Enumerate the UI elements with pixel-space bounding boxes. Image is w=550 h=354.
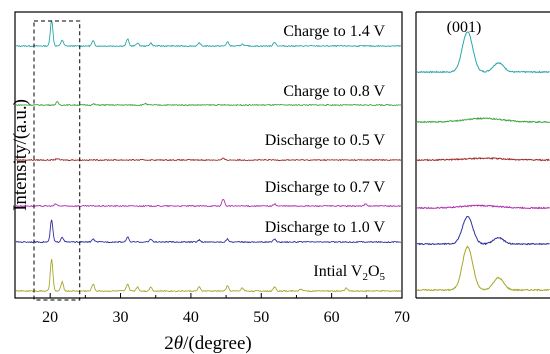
inset-series-line [416,204,550,210]
series-line [15,157,402,162]
x-tick-label: 20 [42,309,58,326]
inset-series-line [416,156,550,162]
x-tick-label: 60 [324,309,340,326]
x-tick-label: 50 [253,309,269,326]
inset-series-line [417,245,550,292]
series-line [15,101,402,107]
x-axis-ticks: 20 30 40 50 60 70 [14,293,410,326]
x-tick-label: 40 [183,309,199,326]
x-axis-label: 2θ/(degree) [164,333,251,354]
series-labels: Charge to 1.4 V Charge to 0.8 V Discharge … [265,23,386,283]
inset-series-line [416,215,550,246]
x-tick-label: 30 [113,309,129,326]
y-axis-label: Intensity/(a.u.) [10,99,31,211]
series-label: Discharge to 0.7 V [265,179,386,196]
inset-series-line [416,117,550,124]
inset-series-group [416,31,550,292]
series-label: Intial V2O5 [313,263,385,283]
series-line [15,199,402,208]
inset-peak-annotation: (001) [447,19,482,36]
x-tick-label: 70 [394,309,410,326]
main-series-group [15,20,402,293]
series-label: Charge to 0.8 V [283,83,385,100]
zoom-region-box [33,20,81,301]
series-label: Discharge to 1.0 V [265,219,386,236]
series-label: Charge to 1.4 V [283,23,385,40]
series-label: Discharge to 0.5 V [265,132,386,149]
inset-series-line [416,31,550,74]
main-plot-frame [14,11,403,299]
